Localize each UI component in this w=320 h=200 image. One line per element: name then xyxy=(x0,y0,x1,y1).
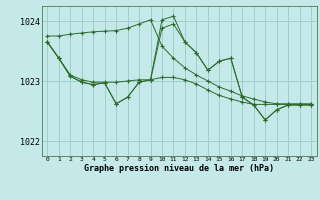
X-axis label: Graphe pression niveau de la mer (hPa): Graphe pression niveau de la mer (hPa) xyxy=(84,164,274,173)
